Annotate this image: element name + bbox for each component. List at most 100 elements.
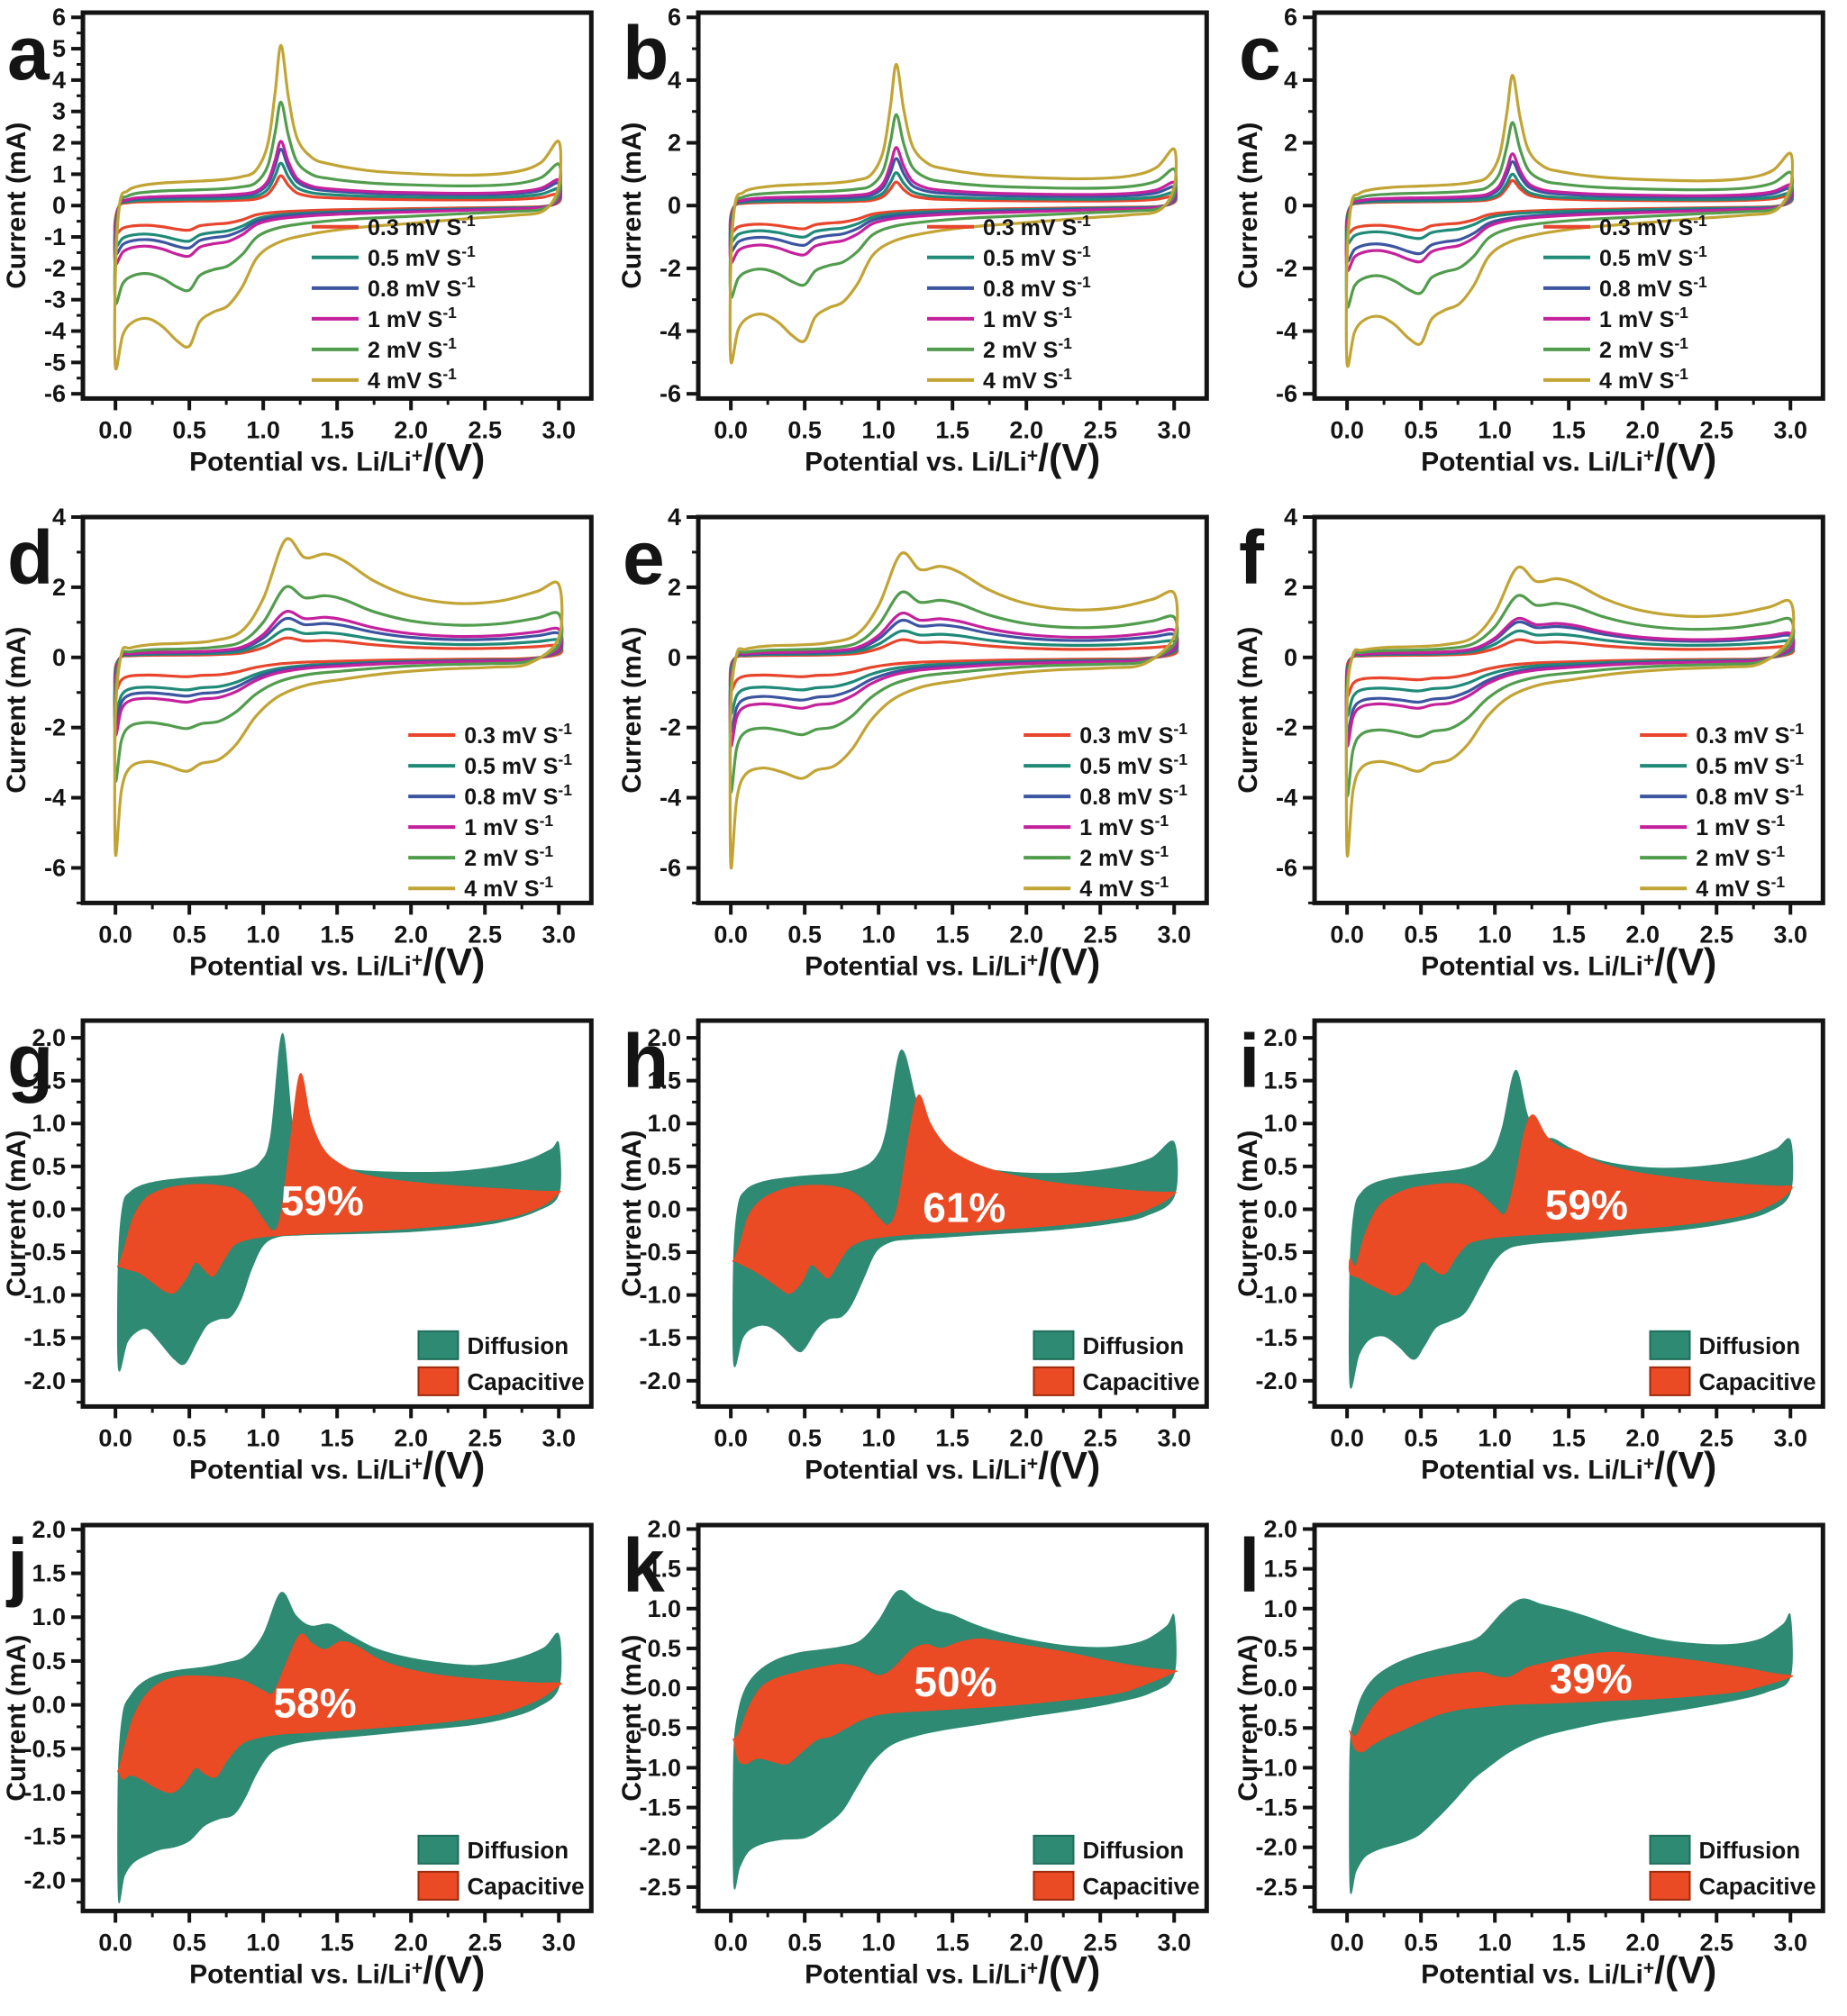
- legend-item-label: Diffusion: [467, 1836, 569, 1863]
- x-tick-label: 0.0: [98, 416, 132, 443]
- x-tick-label: 1.5: [936, 416, 970, 443]
- x-tick-label: 0.5: [172, 1424, 206, 1451]
- y-tick-label: 0: [668, 192, 681, 219]
- legend-item-label: Diffusion: [1083, 1836, 1185, 1863]
- legend-item-label: 4 mV S-1: [1696, 873, 1785, 902]
- y-tick-label: -1.5: [24, 1324, 67, 1351]
- x-tick-label: 0.5: [1404, 1929, 1438, 1956]
- y-tick-label: -4: [44, 318, 66, 345]
- x-tick-label: 1.5: [320, 416, 354, 443]
- capacitive-percent-label: 50%: [914, 1658, 997, 1705]
- x-tick-label: 2.0: [1625, 1929, 1660, 1956]
- cv-curve-41mVs: [1344, 74, 1794, 368]
- plot-frame: [696, 514, 1210, 905]
- cv-curve-0.51mVs: [1344, 629, 1796, 717]
- panel-j-chart: j 58% 0.0 0.5 1.0 1.5 2.0 2.5 3.0 -2.0 -1.5 -1.0 -0.…: [2, 1515, 594, 1992]
- x-tick-label: 0.5: [172, 1929, 206, 1956]
- x-tick-label: 1.5: [320, 1929, 354, 1956]
- y-tick-label: -1.5: [1255, 1324, 1297, 1351]
- legend: 0.3 mV S-10.5 mV S-10.8 mV S-11 mV S-12 …: [1542, 212, 1707, 394]
- x-tick-label: 0.5: [1404, 1424, 1438, 1451]
- x-tick-label: 2.5: [1084, 921, 1118, 948]
- y-tick-label: 1.5: [32, 1559, 66, 1586]
- x-tick-label: 3.0: [1158, 921, 1192, 948]
- y-tick-label: -2.5: [1255, 1873, 1297, 1900]
- plot-frame: [696, 10, 1210, 401]
- x-tick-label: 0.0: [714, 921, 749, 948]
- panel-a-chart: a 0.0 0.5 1.0 1.5 2.0 2.5 3.0 -6 -5 -4 -3 -2 -1 0 1 2 3 4 5…: [2, 4, 594, 479]
- x-tick-label: 0.0: [1330, 416, 1364, 443]
- x-tick-label: 2.0: [1010, 1424, 1044, 1451]
- x-tick-label: 1.0: [862, 1929, 896, 1956]
- capacitive-percent-label: 59%: [1544, 1182, 1627, 1229]
- panel-l-chart: l 39% 0.0 0.5 1.0 1.5 2.0 2.5 3.0 -2.5 -2.0 -1.5 -1.…: [1233, 1515, 1825, 1992]
- x-tick-label: 0.0: [1330, 1929, 1364, 1956]
- x-tick-label: 1.5: [1551, 1424, 1586, 1451]
- x-tick-label: 1.0: [1478, 416, 1512, 443]
- y-tick-label: -0.5: [640, 1714, 682, 1741]
- legend-item-label: 0.3 mV S-1: [983, 212, 1091, 241]
- x-tick-label: 2.0: [1625, 1424, 1660, 1451]
- x-tick-label: 2.5: [1084, 1424, 1118, 1451]
- legend: 0.3 mV S-10.5 mV S-10.8 mV S-11 mV S-12 …: [408, 720, 572, 902]
- legend-item-label: 0.3 mV S-1: [368, 212, 476, 241]
- x-tick-label: 0.5: [1404, 921, 1438, 948]
- y-axis-label: Current (mA): [617, 626, 647, 793]
- x-axis-label: Potential vs. Li/Li+/(V): [1421, 1444, 1716, 1487]
- legend-swatch-capacitive: [417, 1366, 459, 1396]
- y-tick-label: 4: [1284, 67, 1297, 94]
- legend-item-label: 2 mV S-1: [1080, 842, 1169, 871]
- legend-item-label: 0.3 mV S-1: [1696, 720, 1804, 749]
- x-tick-label: 1.0: [246, 1929, 280, 1956]
- y-tick-label: 6: [52, 4, 66, 31]
- panel-h-chart: h 61% 0.0 0.5 1.0 1.5 2.0 2.5 3.0 -2.0 -1.5 -1.0 -0.…: [617, 1018, 1210, 1487]
- legend-item-label: 1 mV S-1: [1599, 304, 1688, 332]
- panel-letter-c: c: [1239, 11, 1281, 95]
- y-tick-label: -0.5: [24, 1239, 67, 1266]
- panel-h: h 61% 0.0 0.5 1.0 1.5 2.0 2.5 3.0 -2.0 -1.5 -1.0 -0.…: [615, 1008, 1231, 1512]
- panel-c-chart: c 0.0 0.5 1.0 1.5 2.0 2.5 3.0 -6 -4 -2 0 2 4 6 0.3 mV S…: [1233, 4, 1825, 479]
- y-tick-label: -2: [1276, 255, 1297, 282]
- plot-frame: [696, 1522, 1210, 1913]
- legend-item-label: Diffusion: [1698, 1836, 1800, 1863]
- y-tick-label: 1.5: [1263, 1067, 1297, 1094]
- legend: 0.3 mV S-10.5 mV S-10.8 mV S-11 mV S-12 …: [927, 212, 1091, 394]
- capacitive-area: [1348, 1651, 1793, 1752]
- y-tick-label: -6: [44, 854, 66, 881]
- legend-item-label: 4 mV S-1: [368, 365, 457, 394]
- legend-item-label: 2 mV S-1: [1696, 842, 1785, 871]
- y-tick-label: -1.0: [24, 1282, 67, 1309]
- cv-curve-0.31mVs: [729, 637, 1179, 693]
- x-tick-label: 2.0: [1010, 1929, 1044, 1956]
- panel-letter-k: k: [623, 1523, 665, 1608]
- legend-swatch-capacitive: [1033, 1870, 1075, 1901]
- x-tick-label: 0.0: [98, 1929, 132, 1956]
- legend-item-label: 0.5 mV S-1: [1696, 750, 1804, 779]
- y-tick-label: 2.0: [1263, 1024, 1297, 1051]
- x-tick-label: 2.5: [468, 1929, 502, 1956]
- y-tick-label: 0.0: [648, 1195, 682, 1222]
- legend-item-label: 4 mV S-1: [1080, 873, 1169, 902]
- legend-swatch-diffusion: [417, 1834, 459, 1865]
- cv-curve-0.31mVs: [113, 636, 564, 693]
- x-tick-label: 2.5: [1084, 416, 1118, 443]
- y-tick-label: 2.0: [648, 1515, 682, 1542]
- x-tick-label: 2.5: [468, 416, 502, 443]
- y-tick-label: 1.0: [648, 1594, 682, 1621]
- plot-frame: [80, 1522, 594, 1913]
- legend-item-label: 0.5 mV S-1: [464, 750, 572, 779]
- y-tick-label: 1.0: [32, 1603, 66, 1630]
- y-tick-label: 0.5: [1263, 1634, 1297, 1661]
- y-tick-label: -1.0: [640, 1754, 682, 1781]
- legend-item-label: Capacitive: [467, 1872, 584, 1899]
- capacitive-area: [732, 1094, 1178, 1294]
- x-tick-label: 1.5: [936, 1424, 970, 1451]
- y-tick-label: 6: [668, 4, 681, 31]
- legend-item-label: Capacitive: [467, 1368, 584, 1395]
- x-tick-label: 0.5: [1404, 416, 1438, 443]
- y-tick-label: 0: [52, 643, 66, 670]
- y-axis-label: Current (mA): [617, 1634, 647, 1801]
- panel-g-chart: g 59% 0.0 0.5 1.0 1.5 2.0 2.5 3.0 -2.0 -1.5 -1.0 -0.…: [2, 1018, 594, 1487]
- x-tick-label: 1.5: [320, 1424, 354, 1451]
- cv-curve-41mVs: [113, 536, 564, 857]
